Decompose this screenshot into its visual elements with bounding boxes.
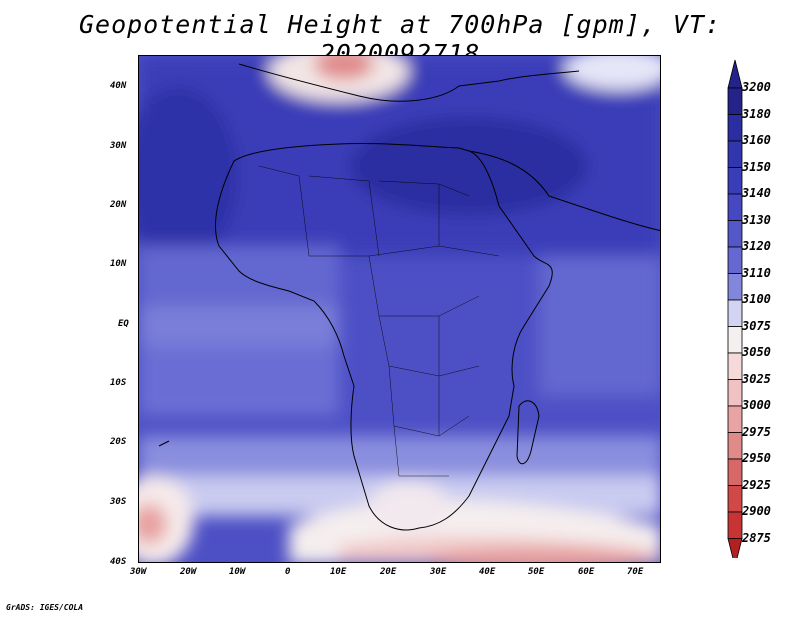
colorbar-level-label: 3120 (742, 239, 771, 253)
lat-tick-label: 40N (110, 81, 127, 91)
colorbar-swatch (727, 458, 743, 486)
lon-tick-label: 40E (479, 567, 496, 577)
lon-tick-label: 20W (180, 567, 197, 577)
colorbar-swatch (727, 273, 743, 301)
colorbar-swatch (727, 87, 743, 115)
map-panel (138, 55, 661, 563)
colorbar-level-label: 3180 (742, 106, 771, 121)
colorbar-swatch (727, 511, 743, 539)
lat-tick-label: 30S (110, 497, 127, 507)
colorbar-swatch (727, 405, 743, 433)
credit-text: GrADS: IGES/COLA (6, 603, 84, 612)
colorbar-top-arrow (727, 59, 743, 89)
lon-tick-label: 30W (130, 567, 147, 577)
colorbar-level-label: 2925 (742, 477, 771, 492)
lon-tick-label: 10W (229, 567, 246, 577)
colorbar-level-label: 3075 (742, 318, 771, 333)
colorbar-swatch (727, 432, 743, 460)
colorbar-level-label: 3000 (742, 398, 771, 412)
colorbar (727, 59, 743, 558)
colorbar-level-label: 3150 (742, 159, 771, 174)
colorbar-swatch (727, 299, 743, 327)
colorbar-swatch (727, 114, 743, 142)
colorbar-level-label: 3025 (742, 371, 771, 386)
lat-tick-label: 40S (110, 557, 127, 567)
country-borders (258, 165, 500, 477)
lon-tick-label: 20E (380, 567, 397, 577)
colorbar-swatch (727, 352, 743, 380)
colorbar-swatch (727, 326, 743, 354)
colorbar-level-label: 2875 (742, 530, 771, 545)
lon-tick-label: 30E (430, 567, 447, 577)
lon-tick-label: 60E (578, 567, 595, 577)
colorbar-swatch (727, 379, 743, 407)
lat-tick-label: 30N (110, 141, 127, 151)
coastlines (158, 63, 660, 531)
colorbar-bottom-arrow (727, 538, 743, 558)
colorbar-level-label: 3050 (742, 345, 771, 359)
lon-tick-label: 70E (627, 567, 644, 577)
lat-tick-label: 10S (110, 378, 127, 388)
colorbar-swatch (727, 167, 743, 195)
colorbar-level-label: 2975 (742, 424, 771, 439)
colorbar-level-label: 3140 (742, 186, 771, 200)
chart-title: Geopotential Height at 700hPa [gpm], VT:… (78, 10, 722, 68)
colorbar-swatch (727, 485, 743, 513)
colorbar-level-label: 2900 (742, 504, 771, 518)
colorbar-swatch (727, 220, 743, 248)
colorbar-swatch (727, 246, 743, 274)
map-field (139, 56, 660, 562)
lon-tick-label: 10E (330, 567, 347, 577)
colorbar-level-label: 3200 (742, 80, 771, 94)
lat-tick-label: EQ (118, 319, 129, 329)
colorbar-level-label: 3110 (742, 265, 771, 280)
lat-tick-label: 10N (110, 259, 127, 269)
colorbar-level-label: 3130 (742, 212, 771, 227)
colorbar-swatch (727, 140, 743, 168)
lon-tick-label: 50E (528, 567, 545, 577)
colorbar-level-label: 2950 (742, 451, 771, 465)
colorbar-level-label: 3160 (742, 133, 771, 147)
colorbar-swatch (727, 193, 743, 221)
lat-tick-label: 20S (110, 437, 127, 447)
lon-tick-label: 0 (285, 567, 291, 577)
lat-tick-label: 20N (110, 200, 127, 210)
colorbar-level-label: 3100 (742, 292, 771, 306)
